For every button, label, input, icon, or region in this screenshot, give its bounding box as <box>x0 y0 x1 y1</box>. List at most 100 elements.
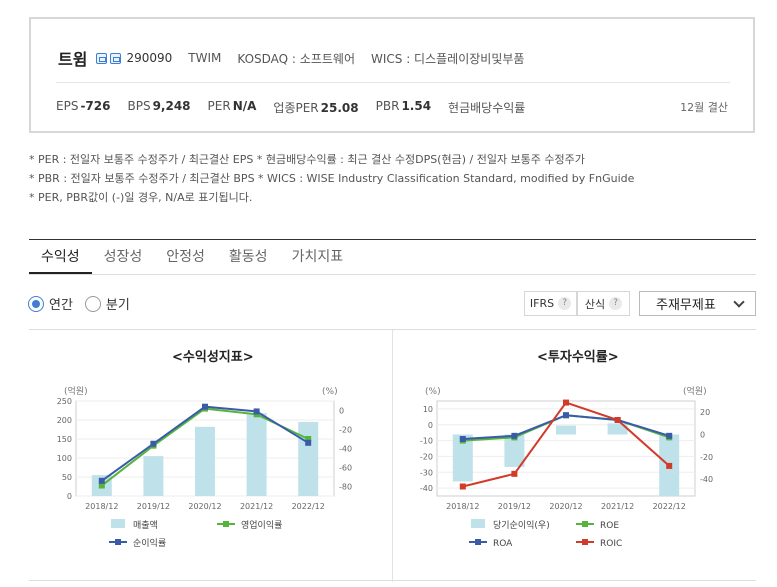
data-point <box>459 436 466 442</box>
left-tick-label: -20 <box>420 452 433 461</box>
left-tick-label: 250 <box>57 397 72 406</box>
legend-label: ROE <box>600 521 619 531</box>
company-name: 트윔 <box>58 50 88 69</box>
x-tick-label: 2021/12 <box>601 502 634 511</box>
bar <box>143 456 164 496</box>
x-tick-label: 2018/12 <box>446 502 479 511</box>
fiscal-year-end: 12월 결산 <box>680 101 728 114</box>
right-tick-label: -20 <box>700 453 713 462</box>
right-axis-unit: (억원) <box>683 385 707 397</box>
market-sector: KOSDAQ : 소프트웨어 <box>237 51 355 66</box>
data-point <box>459 483 466 490</box>
chevron-down-icon <box>733 296 745 308</box>
data-point <box>666 462 673 469</box>
legend-label: ROA <box>493 539 513 549</box>
report-icon[interactable] <box>96 52 108 64</box>
right-tick-label: -40 <box>700 475 713 484</box>
indicator-tabs: 수익성 성장성 안정성 활동성 가치지표 <box>29 239 756 275</box>
data-point <box>305 436 312 442</box>
legend-label: 당기순이익(우) <box>493 519 550 531</box>
footnote: * PER : 전일자 보통주 수정주가 / 최근결산 EPS * 현금배당수익… <box>29 153 585 166</box>
tab-profitability[interactable]: 수익성 <box>29 240 92 274</box>
metric-pbr: PBR 1.54 <box>375 99 432 113</box>
right-tick-label: 0 <box>700 431 705 440</box>
tab-valuation[interactable]: 가치지표 <box>291 249 344 265</box>
left-tick-label: 0 <box>428 421 433 430</box>
quarter-radio[interactable] <box>84 295 101 312</box>
left-tick-label: 150 <box>57 435 72 444</box>
data-point <box>253 408 260 415</box>
right-tick-label: 0 <box>339 407 344 416</box>
left-tick-label: -10 <box>420 437 433 446</box>
data-point <box>563 412 569 419</box>
footnote: * PER, PBR값이 (-)일 경우, N/A로 표기됩니다. <box>29 191 253 204</box>
left-tick-label: 0 <box>67 492 72 501</box>
metric-industry-per: 업종PER 25.08 <box>273 101 359 115</box>
data-point <box>98 482 105 489</box>
data-point <box>511 470 518 477</box>
data-point <box>563 399 569 406</box>
legend-marker <box>475 539 481 545</box>
formula-button[interactable]: 산식? <box>577 291 630 316</box>
right-tick-label: -20 <box>339 426 352 435</box>
chart-divider <box>392 330 393 582</box>
legend-label: 영업이익률 <box>241 519 282 531</box>
legend-label: ROIC <box>600 539 622 549</box>
bar <box>246 413 267 496</box>
left-tick-label: 10 <box>423 405 433 414</box>
x-tick-label: 2022/12 <box>292 502 325 511</box>
footnote: * PBR : 전일자 보통주 수정주가 / 최근결산 BPS * WICS :… <box>29 172 635 185</box>
left-tick-label: -30 <box>420 468 433 477</box>
right-tick-label: -60 <box>339 464 352 473</box>
data-point <box>202 403 208 410</box>
bar <box>298 421 319 496</box>
data-point <box>98 477 105 484</box>
tab-activity[interactable]: 활동성 <box>228 249 268 265</box>
annual-label[interactable]: 연간 <box>49 298 73 313</box>
annual-radio[interactable] <box>28 295 44 312</box>
legend-swatch <box>111 519 125 528</box>
metric-bps: BPS 9,248 <box>127 99 191 113</box>
x-tick-label: 2020/12 <box>188 502 221 511</box>
ifrs-label: IFRS <box>529 297 555 310</box>
tab-stability[interactable]: 안정성 <box>166 249 205 265</box>
bar <box>452 434 473 482</box>
left-tick-label: 50 <box>62 473 72 482</box>
right-tick-label: 20 <box>700 408 710 417</box>
data-point <box>511 432 518 439</box>
help-icon[interactable]: ? <box>558 297 572 310</box>
bar <box>504 434 525 467</box>
company-name-row: 트윔 290090 TWIM KOSDAQ : 소프트웨어 WICS : 디스플… <box>58 46 524 70</box>
left-tick-label: 200 <box>57 416 72 425</box>
help-icon[interactable]: ? <box>609 297 623 310</box>
x-tick-label: 2019/12 <box>137 502 170 511</box>
stock-code: 290090 <box>126 51 173 65</box>
left-tick-label: -40 <box>420 484 433 493</box>
legend-label: 매출액 <box>133 519 158 531</box>
data-point <box>305 439 312 446</box>
wics-sector: WICS : 디스플레이장비및부품 <box>370 51 525 66</box>
metrics-row: EPS -726 BPS 9,248 PER N/A 업종PER 25.08 PBR 1.… <box>56 99 544 116</box>
legend-label: 순이익률 <box>133 537 166 549</box>
formula-label: 산식 <box>584 297 606 311</box>
investment-chart-title: <투자수익률> <box>537 350 619 365</box>
charts-panel: <수익성지표> <투자수익률> (억원) (%) 250 200 150 100 50 0 0-… <box>29 329 756 582</box>
x-tick-label: 2022/12 <box>653 502 686 511</box>
legend-marker <box>582 521 588 527</box>
bar <box>556 425 576 435</box>
calendar-icon[interactable] <box>110 52 122 64</box>
right-tick-label: -80 <box>339 483 352 492</box>
ifrs-button[interactable]: IFRS? <box>524 291 577 316</box>
quarter-label[interactable]: 분기 <box>105 298 130 313</box>
statement-type-select[interactable]: 주재무제표 <box>639 291 756 316</box>
x-tick-label: 2018/12 <box>85 502 118 511</box>
company-summary-box: 트윔 290090 TWIM KOSDAQ : 소프트웨어 WICS : 디스플… <box>29 17 755 133</box>
metric-eps: EPS -726 <box>56 99 111 113</box>
left-tick-label: 100 <box>57 454 72 463</box>
data-point <box>150 440 157 447</box>
metric-dividend-yield: 현금배당수익률 <box>448 101 526 115</box>
tab-growth[interactable]: 성장성 <box>103 249 143 265</box>
ticker: TWIM <box>188 51 222 65</box>
right-tick-label: -40 <box>339 445 352 454</box>
legend-swatch <box>471 519 485 528</box>
